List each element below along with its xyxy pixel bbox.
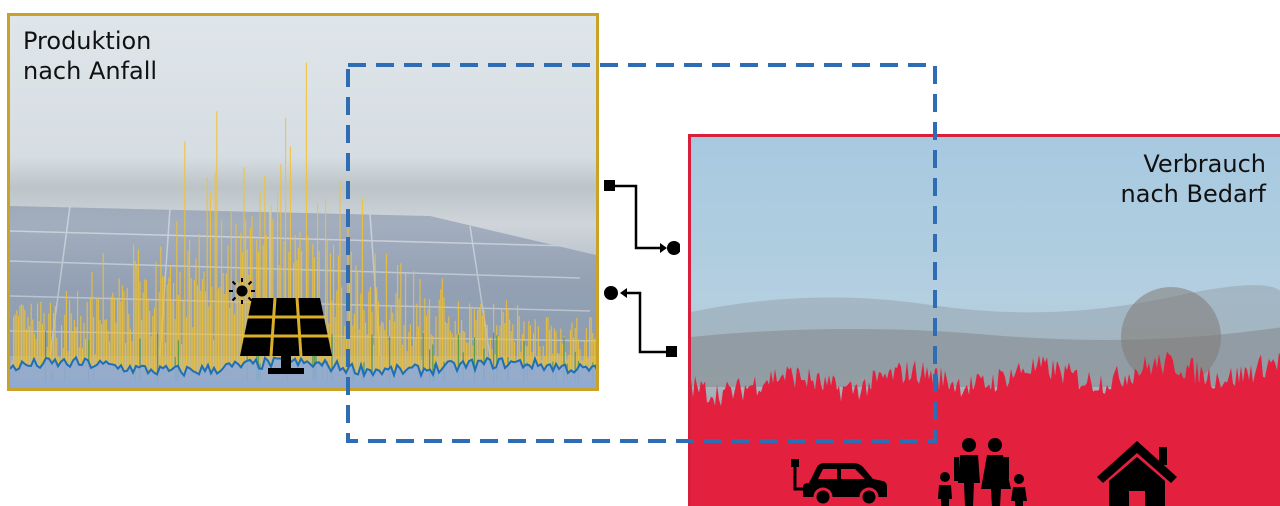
house-icon [1097, 441, 1177, 506]
flow-out-icon [604, 180, 680, 255]
production-panel: Produktion nach Anfall [7, 13, 599, 391]
flow-icons-group [604, 180, 680, 357]
production-label: Produktion nach Anfall [23, 27, 158, 85]
consumption-label: Verbrauch nach Bedarf [1120, 150, 1266, 208]
electric-car-icon [791, 459, 887, 506]
flow-in-icon [604, 286, 677, 357]
solar-panel-icon [240, 297, 332, 374]
consumption-panel: Verbrauch nach Bedarf [688, 134, 1280, 506]
sun-icon [229, 278, 255, 304]
family-icon [938, 438, 1027, 506]
